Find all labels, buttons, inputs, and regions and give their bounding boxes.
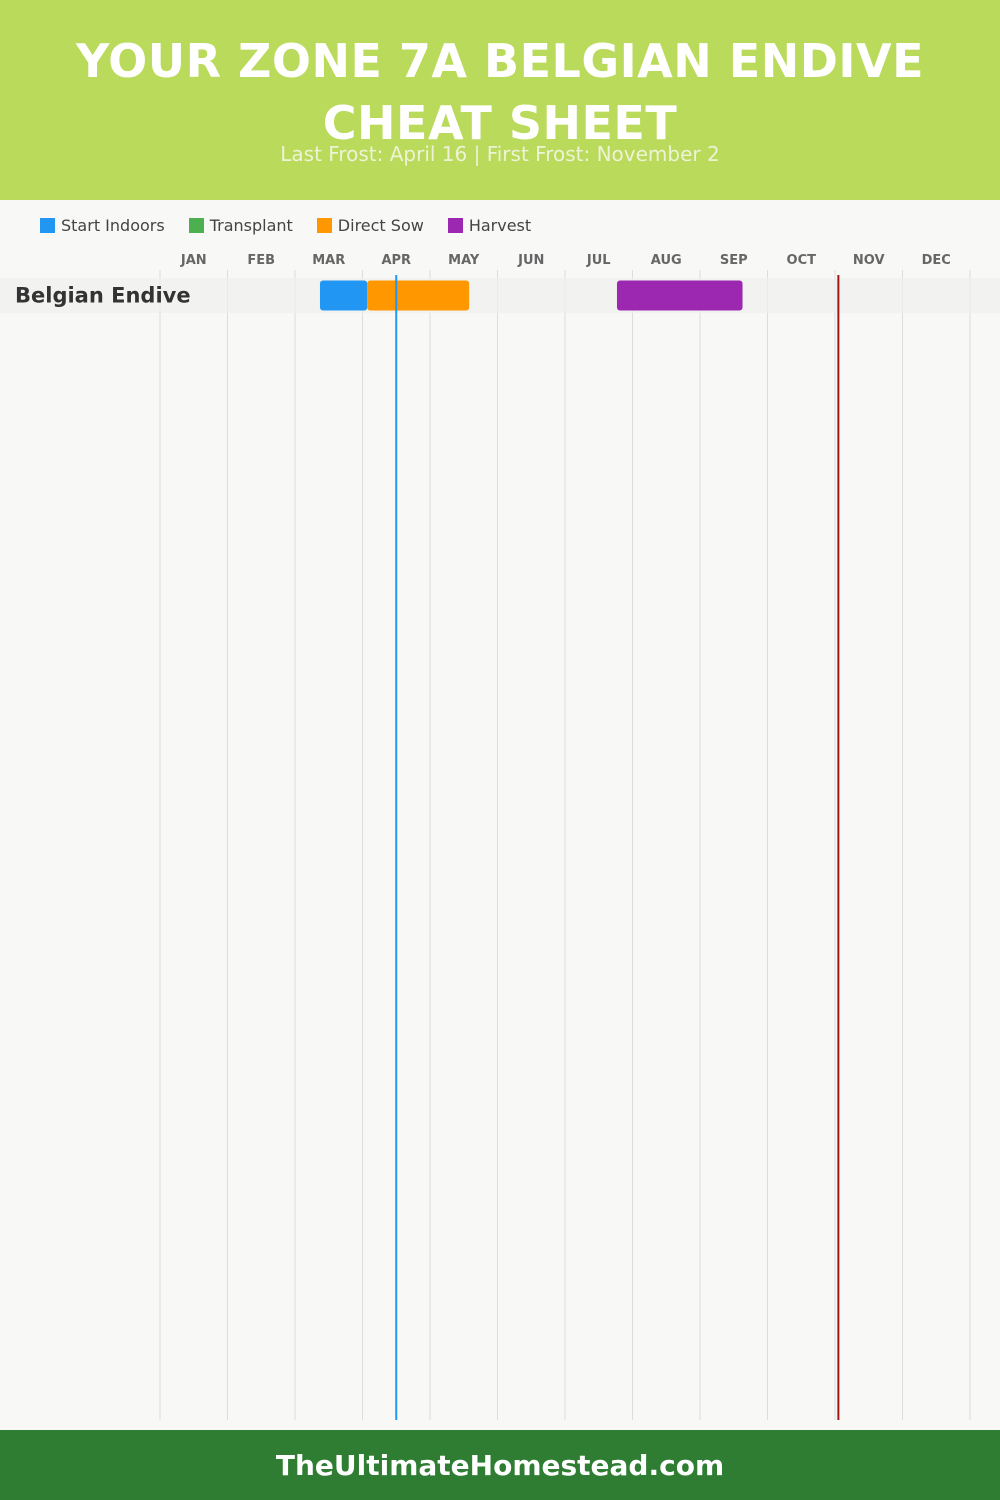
header-banner: YOUR ZONE 7A BELGIAN ENDIVE CHEAT SHEET … bbox=[0, 0, 1000, 200]
crop-label-belgian-endive: Belgian Endive bbox=[15, 284, 191, 308]
footer-website: TheUltimateHomestead.com bbox=[275, 1448, 725, 1482]
month-label-jan: JAN bbox=[180, 253, 207, 268]
legend: Start Indoors Transplant Direct Sow Harv… bbox=[40, 214, 555, 236]
month-label-aug: AUG bbox=[651, 253, 682, 268]
crop-row-belgian-endive bbox=[0, 278, 1000, 313]
bar-harvest bbox=[616, 280, 743, 311]
frost-dates-subtitle: Last Frost: April 16 | First Frost: Nove… bbox=[280, 142, 720, 166]
month-label-apr: APR bbox=[381, 253, 411, 268]
legend-item-start-indoors: Start Indoors bbox=[40, 216, 165, 235]
month-label-feb: FEB bbox=[247, 253, 275, 268]
legend-label-transplant: Transplant bbox=[209, 215, 293, 235]
bar-direct-sow bbox=[367, 280, 470, 311]
month-label-sep: SEP bbox=[720, 253, 748, 268]
footer-banner: TheUltimateHomestead.com bbox=[0, 1430, 1000, 1500]
legend-label-direct-sow: Direct Sow bbox=[337, 215, 424, 235]
month-label-may: MAY bbox=[448, 253, 480, 268]
month-label-jun: JUN bbox=[517, 253, 544, 268]
legend-swatch-start-indoors bbox=[40, 217, 55, 233]
legend-swatch-transplant bbox=[188, 217, 204, 233]
bar-start-indoors bbox=[319, 280, 368, 311]
planting-calendar-chart: JAN FEB MAR APR MAY JUN JUL AUG SEP OCT NOV DEC Belg… bbox=[0, 253, 1000, 1420]
legend-swatch-harvest bbox=[447, 217, 463, 233]
month-label-dec: DEC bbox=[922, 253, 951, 268]
legend-item-transplant: Transplant bbox=[188, 215, 293, 235]
legend-item-harvest: Harvest bbox=[447, 215, 532, 235]
month-label-nov: NOV bbox=[853, 253, 885, 268]
month-label-mar: MAR bbox=[312, 253, 345, 268]
legend-label-harvest: Harvest bbox=[468, 215, 532, 235]
month-label-oct: OCT bbox=[787, 253, 817, 268]
legend-swatch-direct-sow bbox=[316, 217, 332, 233]
legend-label-start-indoors: Start Indoors bbox=[61, 215, 165, 235]
month-label-jul: JUL bbox=[586, 253, 611, 268]
page-title: YOUR ZONE 7A BELGIAN ENDIVE CHEAT SHEET bbox=[75, 34, 925, 150]
legend-item-direct-sow: Direct Sow bbox=[316, 215, 424, 235]
